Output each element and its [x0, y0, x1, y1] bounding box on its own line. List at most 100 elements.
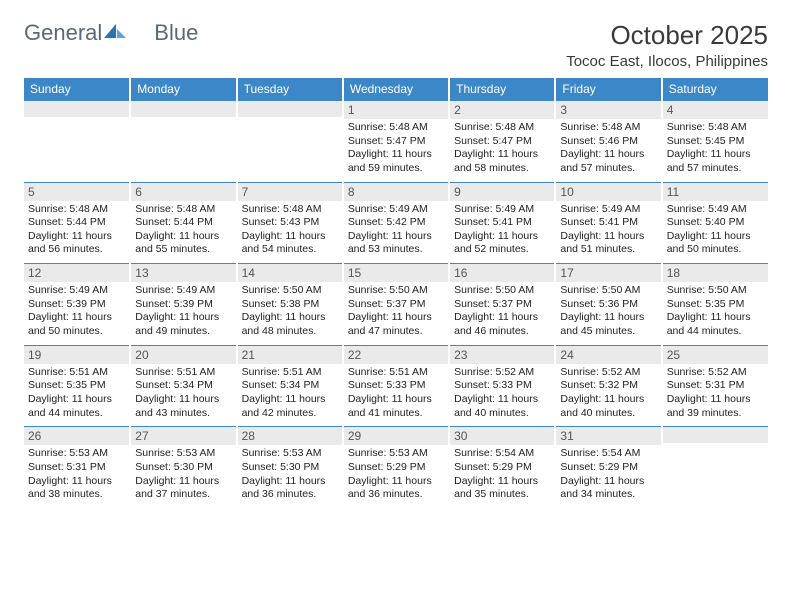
- sunset-text: Sunset: 5:44 PM: [28, 216, 125, 230]
- day-number: 5: [24, 183, 129, 201]
- sunrise-text: Sunrise: 5:51 AM: [348, 366, 444, 380]
- day-number: 23: [450, 346, 554, 364]
- daylight-text: Daylight: 11 hours and 38 minutes.: [28, 475, 125, 502]
- day-cell: 14Sunrise: 5:50 AMSunset: 5:38 PMDayligh…: [237, 264, 343, 346]
- day-cell: 19Sunrise: 5:51 AMSunset: 5:35 PMDayligh…: [24, 345, 130, 427]
- daylight-text: Daylight: 11 hours and 47 minutes.: [348, 311, 444, 338]
- day-number: 19: [24, 346, 129, 364]
- sunrise-text: Sunrise: 5:51 AM: [28, 366, 125, 380]
- day-cell: 25Sunrise: 5:52 AMSunset: 5:31 PMDayligh…: [662, 345, 768, 427]
- day-number: [663, 427, 768, 443]
- daylight-text: Daylight: 11 hours and 59 minutes.: [348, 148, 444, 175]
- sunset-text: Sunset: 5:38 PM: [242, 298, 338, 312]
- sunrise-text: Sunrise: 5:49 AM: [28, 284, 125, 298]
- dow-row: Sunday Monday Tuesday Wednesday Thursday…: [24, 78, 768, 101]
- sun-info: Sunrise: 5:49 AMSunset: 5:39 PMDaylight:…: [131, 282, 235, 345]
- sunrise-text: Sunrise: 5:54 AM: [454, 447, 550, 461]
- sunrise-text: Sunrise: 5:50 AM: [242, 284, 338, 298]
- week-row: 12Sunrise: 5:49 AMSunset: 5:39 PMDayligh…: [24, 264, 768, 346]
- day-cell: 23Sunrise: 5:52 AMSunset: 5:33 PMDayligh…: [449, 345, 555, 427]
- page-title: October 2025: [566, 20, 768, 51]
- day-cell: 8Sunrise: 5:49 AMSunset: 5:42 PMDaylight…: [343, 182, 449, 264]
- week-row: 19Sunrise: 5:51 AMSunset: 5:35 PMDayligh…: [24, 345, 768, 427]
- day-number: 26: [24, 427, 129, 445]
- sun-info: Sunrise: 5:49 AMSunset: 5:41 PMDaylight:…: [556, 201, 660, 264]
- daylight-text: Daylight: 11 hours and 54 minutes.: [242, 230, 338, 257]
- sunrise-text: Sunrise: 5:53 AM: [28, 447, 125, 461]
- sun-info: Sunrise: 5:49 AMSunset: 5:40 PMDaylight:…: [663, 201, 768, 264]
- daylight-text: Daylight: 11 hours and 50 minutes.: [667, 230, 764, 257]
- daylight-text: Daylight: 11 hours and 35 minutes.: [454, 475, 550, 502]
- sunrise-text: Sunrise: 5:54 AM: [560, 447, 656, 461]
- sunset-text: Sunset: 5:30 PM: [135, 461, 231, 475]
- day-cell: [237, 101, 343, 183]
- daylight-text: Daylight: 11 hours and 57 minutes.: [667, 148, 764, 175]
- sun-info: Sunrise: 5:48 AMSunset: 5:45 PMDaylight:…: [663, 119, 768, 182]
- sunset-text: Sunset: 5:45 PM: [667, 135, 764, 149]
- day-number: 24: [556, 346, 660, 364]
- day-cell: 17Sunrise: 5:50 AMSunset: 5:36 PMDayligh…: [555, 264, 661, 346]
- sun-info: [24, 117, 129, 179]
- sunrise-text: Sunrise: 5:53 AM: [135, 447, 231, 461]
- day-number: 3: [556, 101, 660, 119]
- daylight-text: Daylight: 11 hours and 39 minutes.: [667, 393, 764, 420]
- day-number: 2: [450, 101, 554, 119]
- day-number: 6: [131, 183, 235, 201]
- dow-wednesday: Wednesday: [343, 78, 449, 101]
- sunrise-text: Sunrise: 5:48 AM: [454, 121, 550, 135]
- sun-info: Sunrise: 5:48 AMSunset: 5:47 PMDaylight:…: [450, 119, 554, 182]
- day-number: 28: [238, 427, 342, 445]
- day-cell: 1Sunrise: 5:48 AMSunset: 5:47 PMDaylight…: [343, 101, 449, 183]
- sun-info: Sunrise: 5:54 AMSunset: 5:29 PMDaylight:…: [450, 445, 554, 508]
- sunset-text: Sunset: 5:47 PM: [348, 135, 444, 149]
- day-number: 14: [238, 264, 342, 282]
- day-cell: 6Sunrise: 5:48 AMSunset: 5:44 PMDaylight…: [130, 182, 236, 264]
- day-cell: 28Sunrise: 5:53 AMSunset: 5:30 PMDayligh…: [237, 427, 343, 508]
- day-number: [24, 101, 129, 117]
- daylight-text: Daylight: 11 hours and 46 minutes.: [454, 311, 550, 338]
- dow-friday: Friday: [555, 78, 661, 101]
- sunrise-text: Sunrise: 5:53 AM: [348, 447, 444, 461]
- sun-info: Sunrise: 5:48 AMSunset: 5:44 PMDaylight:…: [24, 201, 129, 264]
- sunset-text: Sunset: 5:37 PM: [348, 298, 444, 312]
- dow-sunday: Sunday: [24, 78, 130, 101]
- sun-info: [663, 443, 768, 505]
- sun-info: Sunrise: 5:48 AMSunset: 5:43 PMDaylight:…: [238, 201, 342, 264]
- sun-info: Sunrise: 5:51 AMSunset: 5:35 PMDaylight:…: [24, 364, 129, 427]
- day-number: [131, 101, 235, 117]
- calendar-page: General Blue October 2025 Tococ East, Il…: [0, 0, 792, 524]
- sunset-text: Sunset: 5:31 PM: [667, 379, 764, 393]
- day-cell: 10Sunrise: 5:49 AMSunset: 5:41 PMDayligh…: [555, 182, 661, 264]
- sunset-text: Sunset: 5:33 PM: [454, 379, 550, 393]
- sunset-text: Sunset: 5:41 PM: [454, 216, 550, 230]
- sunset-text: Sunset: 5:42 PM: [348, 216, 444, 230]
- daylight-text: Daylight: 11 hours and 36 minutes.: [242, 475, 338, 502]
- sun-info: Sunrise: 5:53 AMSunset: 5:29 PMDaylight:…: [344, 445, 448, 508]
- day-cell: [24, 101, 130, 183]
- day-cell: 22Sunrise: 5:51 AMSunset: 5:33 PMDayligh…: [343, 345, 449, 427]
- sunset-text: Sunset: 5:46 PM: [560, 135, 656, 149]
- week-row: 26Sunrise: 5:53 AMSunset: 5:31 PMDayligh…: [24, 427, 768, 508]
- sunrise-text: Sunrise: 5:52 AM: [560, 366, 656, 380]
- day-cell: 20Sunrise: 5:51 AMSunset: 5:34 PMDayligh…: [130, 345, 236, 427]
- day-cell: 3Sunrise: 5:48 AMSunset: 5:46 PMDaylight…: [555, 101, 661, 183]
- day-cell: 26Sunrise: 5:53 AMSunset: 5:31 PMDayligh…: [24, 427, 130, 508]
- sun-info: Sunrise: 5:53 AMSunset: 5:30 PMDaylight:…: [238, 445, 342, 508]
- daylight-text: Daylight: 11 hours and 34 minutes.: [560, 475, 656, 502]
- sunrise-text: Sunrise: 5:48 AM: [28, 203, 125, 217]
- day-number: 12: [24, 264, 129, 282]
- day-number: 1: [344, 101, 448, 119]
- dow-tuesday: Tuesday: [237, 78, 343, 101]
- day-cell: [662, 427, 768, 508]
- sun-info: Sunrise: 5:50 AMSunset: 5:37 PMDaylight:…: [450, 282, 554, 345]
- day-number: [238, 101, 342, 117]
- sunrise-text: Sunrise: 5:48 AM: [348, 121, 444, 135]
- day-cell: 5Sunrise: 5:48 AMSunset: 5:44 PMDaylight…: [24, 182, 130, 264]
- day-number: 31: [556, 427, 660, 445]
- day-number: 30: [450, 427, 554, 445]
- sun-info: Sunrise: 5:48 AMSunset: 5:47 PMDaylight:…: [344, 119, 448, 182]
- day-number: 22: [344, 346, 448, 364]
- day-number: 27: [131, 427, 235, 445]
- sunset-text: Sunset: 5:41 PM: [560, 216, 656, 230]
- sunrise-text: Sunrise: 5:49 AM: [454, 203, 550, 217]
